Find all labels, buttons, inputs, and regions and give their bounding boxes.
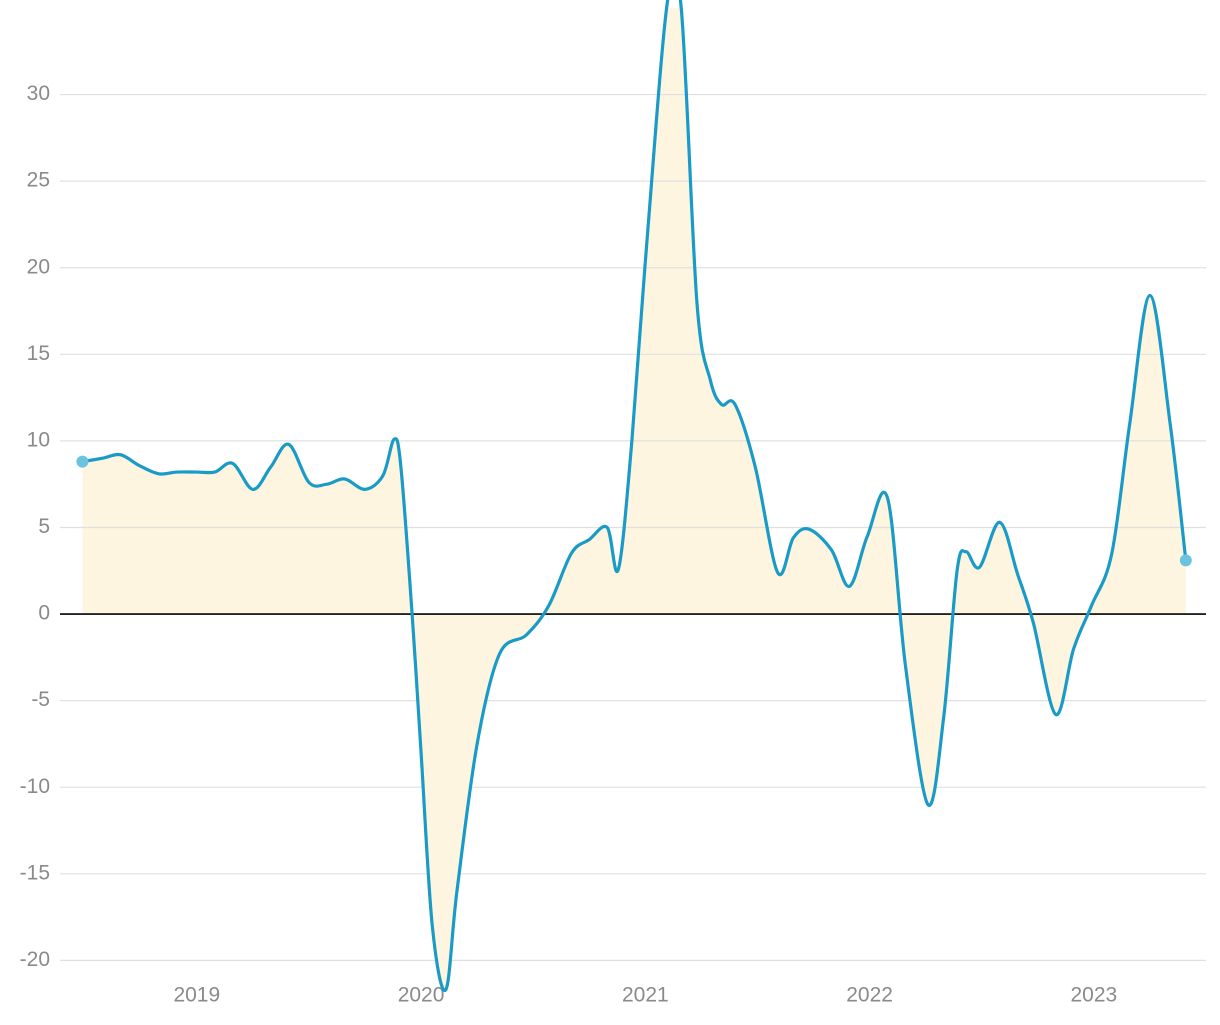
y-tick-label: -10 [20,775,50,798]
x-tick-label: 2021 [622,984,669,1007]
y-tick-label: 10 [27,428,50,451]
y-tick-label: 15 [27,342,50,365]
line [82,0,1188,993]
y-tick-label: 0 [38,602,50,625]
area [82,8,1186,991]
y-tick-label: 5 [38,515,50,538]
y-tick-label: 20 [27,255,50,278]
y-tick-label: 30 [27,82,50,105]
x-tick-label: 2020 [398,984,445,1007]
end-marker [1179,554,1192,567]
y-tick-label: -5 [31,688,50,711]
plot-area [82,8,1186,991]
x-tick-label: 2022 [846,984,893,1007]
end-marker [76,455,89,468]
y-tick-label: -15 [20,861,50,884]
y-tick-label: 25 [27,169,50,192]
y-tick-label: -20 [20,948,50,971]
x-tick-label: 2023 [1071,984,1118,1007]
x-tick-label: 2019 [173,984,220,1007]
